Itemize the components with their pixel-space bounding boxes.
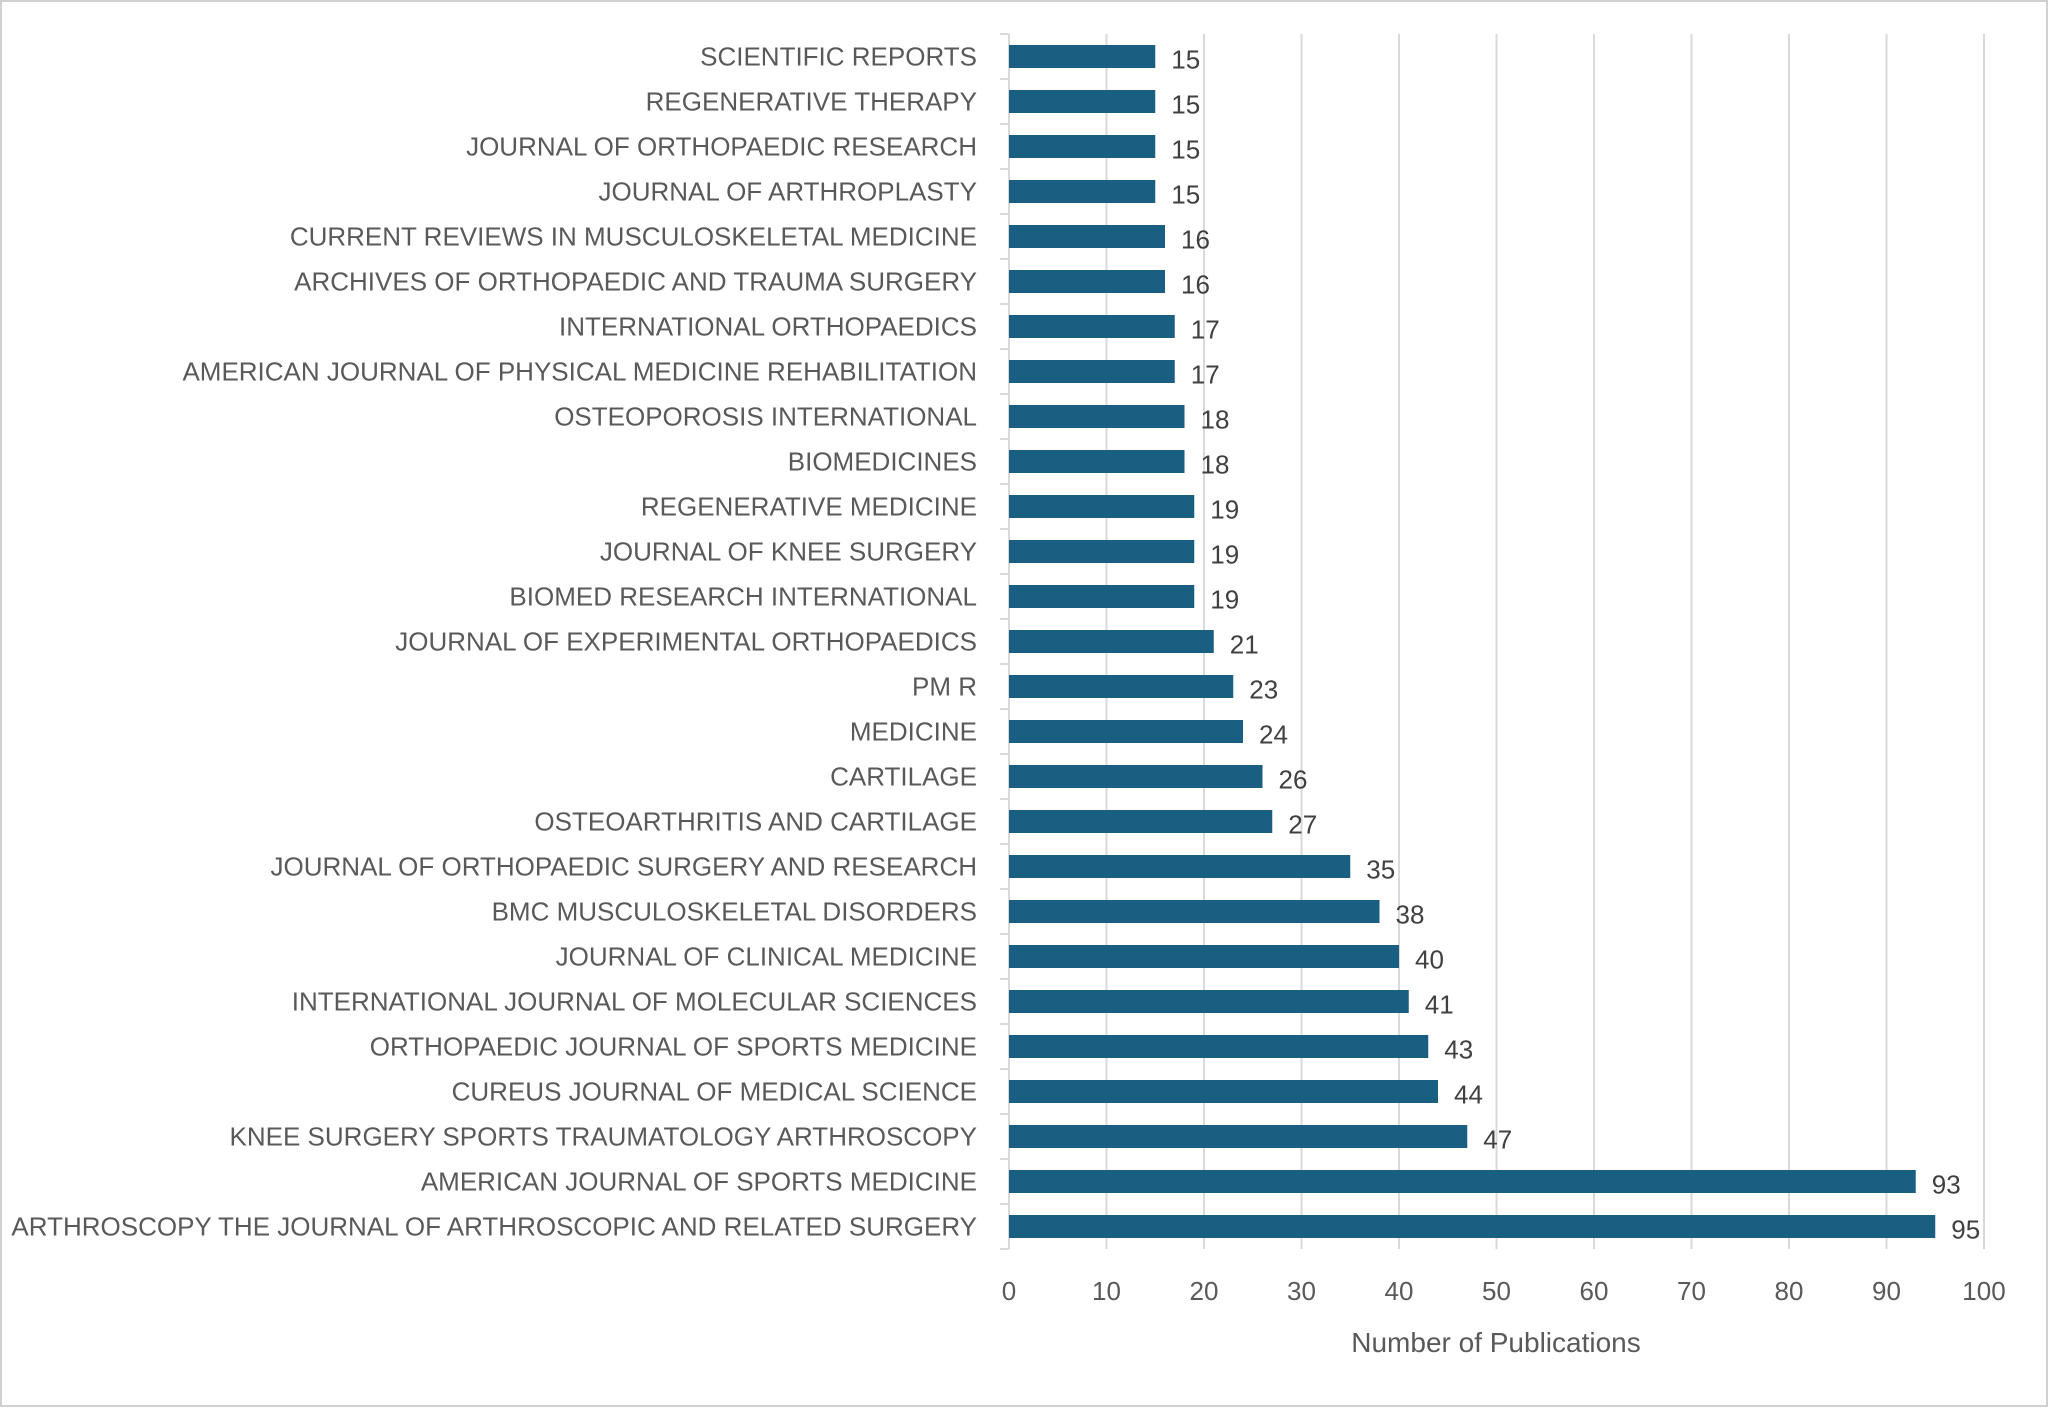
category-label: OSTEOPOROSIS INTERNATIONAL (554, 402, 977, 432)
data-label: 47 (1483, 1125, 1512, 1155)
data-label: 27 (1288, 810, 1317, 840)
bar (1009, 1125, 1468, 1148)
bar (1009, 1215, 1936, 1238)
bar (1009, 810, 1273, 833)
bar (1009, 90, 1156, 113)
bar (1009, 630, 1214, 653)
data-label: 15 (1171, 180, 1200, 210)
category-label: SCIENTIFIC REPORTS (700, 42, 977, 72)
category-label: OSTEOARTHRITIS AND CARTILAGE (534, 807, 977, 837)
data-label: 18 (1201, 405, 1230, 435)
bar (1009, 855, 1351, 878)
category-label: CARTILAGE (830, 762, 977, 792)
x-tick-label: 20 (1190, 1276, 1219, 1306)
x-tick-label: 30 (1287, 1276, 1316, 1306)
category-label: REGENERATIVE MEDICINE (641, 492, 977, 522)
x-tick-label: 10 (1092, 1276, 1121, 1306)
data-label: 17 (1191, 315, 1220, 345)
category-label: JOURNAL OF KNEE SURGERY (600, 537, 977, 567)
category-label: PM R (912, 672, 977, 702)
data-label: 26 (1279, 765, 1308, 795)
category-label: BIOMED RESEARCH INTERNATIONAL (509, 582, 977, 612)
data-label: 43 (1444, 1035, 1473, 1065)
category-label: BIOMEDICINES (788, 447, 977, 477)
data-label: 38 (1396, 900, 1425, 930)
bar (1009, 900, 1380, 923)
bar (1009, 270, 1165, 293)
data-label: 19 (1210, 495, 1239, 525)
data-label: 40 (1415, 945, 1444, 975)
category-label: ARCHIVES OF ORTHOPAEDIC AND TRAUMA SURGE… (294, 267, 977, 297)
data-label: 23 (1249, 675, 1278, 705)
bar (1009, 45, 1156, 68)
category-label: JOURNAL OF EXPERIMENTAL ORTHOPAEDICS (395, 627, 977, 657)
data-label: 15 (1171, 135, 1200, 165)
data-label: 19 (1210, 540, 1239, 570)
data-label: 44 (1454, 1080, 1483, 1110)
x-tick-label: 40 (1385, 1276, 1414, 1306)
x-tick-label: 80 (1775, 1276, 1804, 1306)
x-tick-label: 50 (1482, 1276, 1511, 1306)
bar (1009, 1035, 1429, 1058)
data-label: 15 (1171, 90, 1200, 120)
bar (1009, 765, 1263, 788)
category-label: JOURNAL OF ORTHOPAEDIC SURGERY AND RESEA… (271, 852, 977, 882)
x-tick-label: 0 (1002, 1276, 1016, 1306)
data-label: 24 (1259, 720, 1288, 750)
category-label: JOURNAL OF CLINICAL MEDICINE (556, 942, 977, 972)
x-tick-label: 90 (1872, 1276, 1901, 1306)
bar (1009, 135, 1156, 158)
bar (1009, 720, 1243, 743)
bar (1009, 180, 1156, 203)
bar (1009, 225, 1165, 248)
bar (1009, 990, 1409, 1013)
data-label: 41 (1425, 990, 1454, 1020)
category-label: AMERICAN JOURNAL OF SPORTS MEDICINE (421, 1167, 977, 1197)
category-label: ARTHROSCOPY THE JOURNAL OF ARTHROSCOPIC … (11, 1212, 977, 1242)
category-label: INTERNATIONAL JOURNAL OF MOLECULAR SCIEN… (292, 987, 977, 1017)
data-label: 16 (1181, 270, 1210, 300)
x-tick-label: 60 (1580, 1276, 1609, 1306)
category-label: JOURNAL OF ORTHOPAEDIC RESEARCH (466, 132, 977, 162)
bar (1009, 315, 1175, 338)
category-label: MEDICINE (850, 717, 977, 747)
category-label: CUREUS JOURNAL OF MEDICAL SCIENCE (452, 1077, 977, 1107)
x-axis-title: Number of Publications (1351, 1327, 1640, 1358)
x-tick-label: 70 (1677, 1276, 1706, 1306)
bar (1009, 585, 1195, 608)
data-label: 19 (1210, 585, 1239, 615)
data-label: 15 (1171, 45, 1200, 75)
x-tick-label: 100 (1962, 1276, 2005, 1306)
bar (1009, 495, 1195, 518)
bar (1009, 450, 1185, 473)
bar (1009, 1170, 1916, 1193)
category-label: BMC MUSCULOSKELETAL DISORDERS (492, 897, 977, 927)
bar (1009, 945, 1399, 968)
bar (1009, 540, 1195, 563)
data-label: 95 (1951, 1215, 1980, 1245)
category-label: KNEE SURGERY SPORTS TRAUMATOLOGY ARTHROS… (230, 1122, 977, 1152)
data-label: 21 (1230, 630, 1259, 660)
data-label: 35 (1366, 855, 1395, 885)
category-label: CURRENT REVIEWS IN MUSCULOSKELETAL MEDIC… (290, 222, 977, 252)
data-label: 17 (1191, 360, 1220, 390)
category-label: JOURNAL OF ARTHROPLASTY (598, 177, 977, 207)
bar (1009, 1080, 1438, 1103)
bar (1009, 675, 1234, 698)
bar (1009, 360, 1175, 383)
category-label: ORTHOPAEDIC JOURNAL OF SPORTS MEDICINE (370, 1032, 977, 1062)
bar (1009, 405, 1185, 428)
data-label: 93 (1932, 1170, 1961, 1200)
data-label: 16 (1181, 225, 1210, 255)
category-label: INTERNATIONAL ORTHOPAEDICS (559, 312, 977, 342)
category-label: REGENERATIVE THERAPY (646, 87, 977, 117)
category-label: AMERICAN JOURNAL OF PHYSICAL MEDICINE RE… (182, 357, 977, 387)
data-label: 18 (1201, 450, 1230, 480)
